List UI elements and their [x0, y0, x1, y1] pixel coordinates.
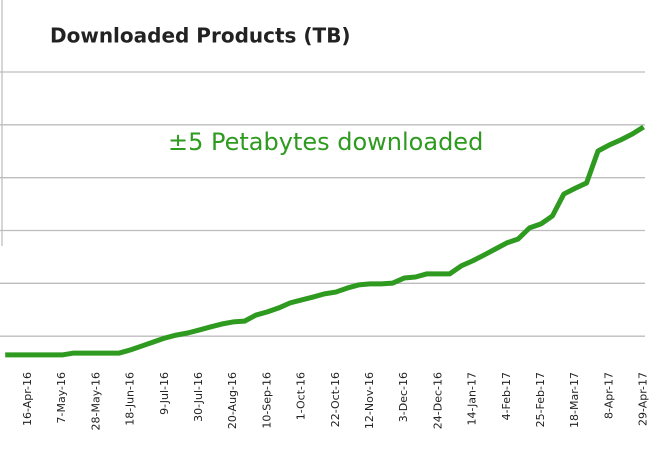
x-tick-label: 24-Dec-16 [431, 372, 444, 429]
x-tick-label: 4-Feb-17 [500, 372, 513, 420]
x-tick-label: 12-Nov-16 [363, 372, 376, 429]
x-tick-label: 30-Jul-16 [192, 372, 205, 422]
x-tick-label: 7-May-16 [55, 372, 68, 423]
x-tick-label: 8-Apr-17 [602, 372, 615, 419]
x-tick-label: 16-Apr-16 [21, 372, 34, 426]
chart-title: Downloaded Products (TB) [50, 24, 351, 48]
data-line [5, 124, 645, 358]
x-tick-label: 29-Apr-17 [637, 372, 650, 426]
x-tick-label: 20-Aug-16 [226, 372, 239, 429]
x-tick-label: 1-Oct-16 [295, 372, 308, 420]
x-tick-label: 9-Jul-16 [158, 372, 171, 415]
x-tick-label: 22-Oct-16 [329, 372, 342, 427]
x-tick-label: 18-Jun-16 [124, 372, 137, 426]
x-tick-label: 18-Mar-17 [568, 372, 581, 428]
x-tick-label: 14-Jan-17 [466, 372, 479, 426]
x-tick-label: 28-May-16 [89, 372, 102, 430]
x-tick-label: 3-Dec-16 [397, 372, 410, 422]
x-tick-label: 10-Sep-16 [260, 372, 273, 429]
annotation: ±5 Petabytes downloaded [168, 128, 483, 156]
x-tick-label: 25-Feb-17 [534, 372, 547, 427]
